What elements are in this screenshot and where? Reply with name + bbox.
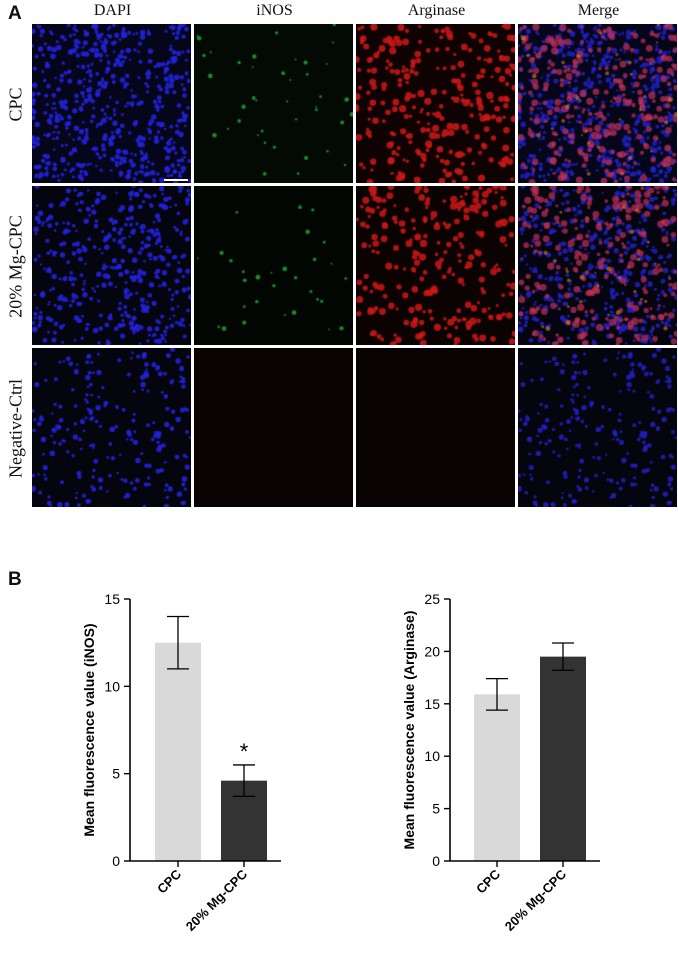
x-category-label-0: CPC — [154, 866, 184, 896]
micrograph-mg-cpc-inos — [194, 186, 353, 345]
panel-a-letter: A — [8, 3, 22, 24]
micrograph-cpc-inos — [194, 24, 353, 183]
y-tick-label: 5 — [432, 801, 440, 817]
y-tick-label: 20 — [424, 643, 440, 659]
y-tick-label: 15 — [104, 591, 120, 607]
bar-1 — [540, 656, 586, 861]
micrograph-mg-cpc-merge — [518, 186, 677, 345]
column-label-inos: iNOS — [256, 2, 293, 19]
column-label-arginase: Arginase — [407, 2, 466, 19]
y-tick-label: 10 — [104, 678, 120, 694]
micrograph-negative-ctrl-merge — [518, 348, 677, 507]
micrograph-cpc-merge — [518, 24, 677, 183]
scale-bar — [164, 179, 188, 181]
micrograph-negative-ctrl-arginase — [356, 348, 515, 507]
y-tick-label: 5 — [112, 766, 120, 782]
micrograph-negative-ctrl-dapi — [32, 348, 191, 507]
chart-inos: * 0 5 10 15 Mean fluorescence value (iNOS) CPC… — [81, 591, 281, 934]
significance-marker-1: * — [240, 739, 249, 764]
micrograph-mg-cpc-arginase — [356, 186, 515, 345]
y-tick-label: 25 — [424, 591, 440, 607]
chart-arginase: 0 5 10 15 20 25 Mean fluorescence value (Argin… — [401, 591, 600, 934]
micrograph-cpc-dapi — [32, 24, 191, 183]
y-tick-label: 0 — [112, 853, 120, 869]
column-label-merge: Merge — [577, 2, 620, 19]
x-category-label-0: CPC — [473, 866, 503, 896]
x-category-label-1: 20% Mg-CPC — [502, 866, 570, 934]
column-label-dapi: DAPI — [93, 2, 132, 19]
panel-b-letter: B — [8, 569, 22, 590]
y-axis-label: Mean fluorescence value (iNOS) — [81, 623, 97, 836]
x-category-label-1: 20% Mg-CPC — [183, 866, 251, 934]
bar-0 — [155, 642, 201, 861]
micrograph-cpc-arginase — [356, 24, 515, 183]
y-tick-label: 10 — [424, 748, 440, 764]
y-axis-label: Mean fluorescence value (Arginase) — [401, 611, 417, 850]
y-tick-label: 15 — [424, 696, 440, 712]
bar-0 — [474, 694, 520, 861]
micrograph-mg-cpc-dapi — [32, 186, 191, 345]
micrograph-negative-ctrl-inos — [194, 348, 353, 507]
y-tick-label: 0 — [432, 853, 440, 869]
